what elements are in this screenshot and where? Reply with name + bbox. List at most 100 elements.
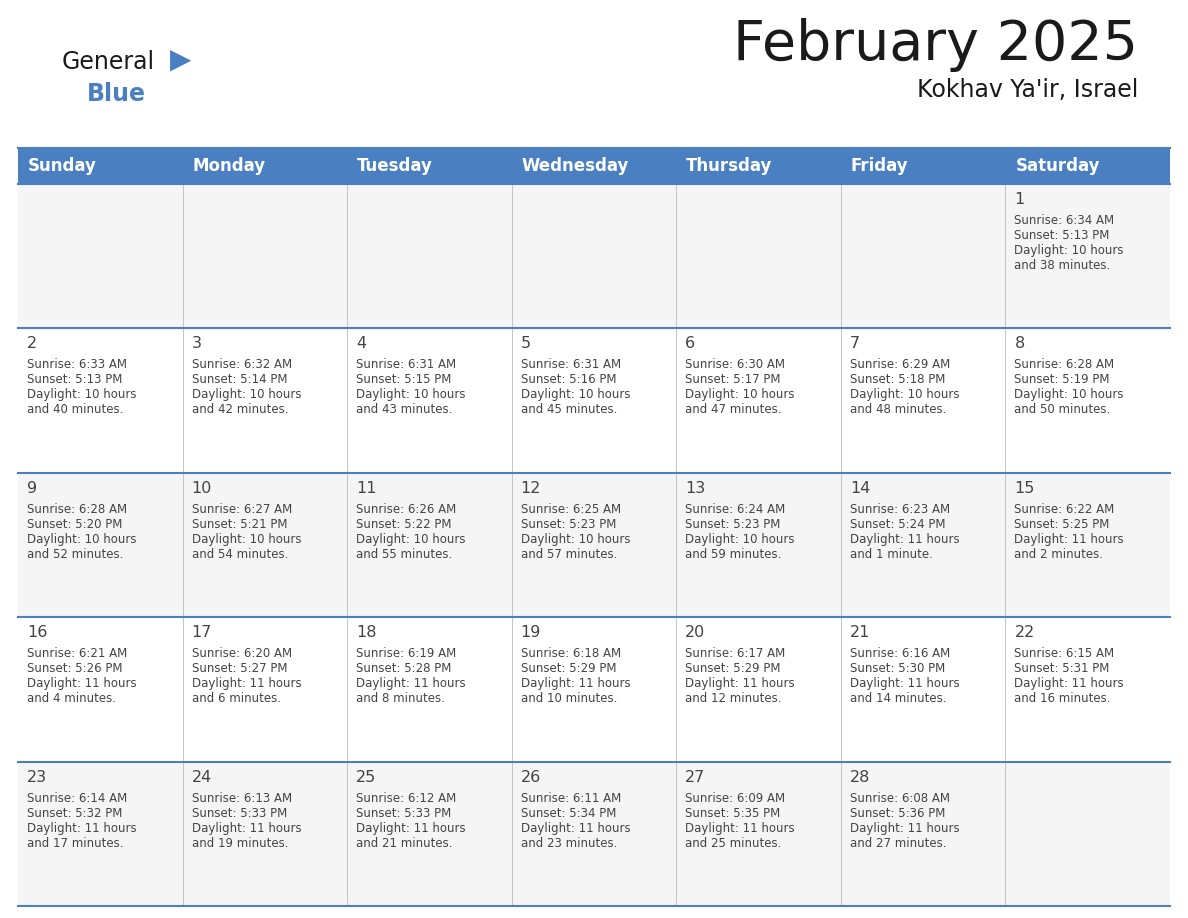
Text: Daylight: 11 hours: Daylight: 11 hours xyxy=(191,822,302,834)
Text: and 48 minutes.: and 48 minutes. xyxy=(849,403,946,417)
Text: 25: 25 xyxy=(356,769,377,785)
Text: Sunrise: 6:08 AM: Sunrise: 6:08 AM xyxy=(849,791,950,804)
Text: Sunset: 5:13 PM: Sunset: 5:13 PM xyxy=(1015,229,1110,242)
Text: Sunset: 5:22 PM: Sunset: 5:22 PM xyxy=(356,518,451,531)
Bar xyxy=(18,184,1170,329)
Text: Daylight: 10 hours: Daylight: 10 hours xyxy=(685,388,795,401)
Text: Sunrise: 6:30 AM: Sunrise: 6:30 AM xyxy=(685,358,785,372)
Text: Daylight: 11 hours: Daylight: 11 hours xyxy=(27,677,137,690)
Text: and 50 minutes.: and 50 minutes. xyxy=(1015,403,1111,417)
Text: 17: 17 xyxy=(191,625,211,640)
Text: and 45 minutes.: and 45 minutes. xyxy=(520,403,617,417)
Text: 10: 10 xyxy=(191,481,211,496)
Text: Sunset: 5:29 PM: Sunset: 5:29 PM xyxy=(685,662,781,676)
Text: Sunset: 5:16 PM: Sunset: 5:16 PM xyxy=(520,374,617,386)
Text: and 43 minutes.: and 43 minutes. xyxy=(356,403,453,417)
Text: and 55 minutes.: and 55 minutes. xyxy=(356,548,453,561)
Text: 6: 6 xyxy=(685,336,695,352)
Text: Sunrise: 6:13 AM: Sunrise: 6:13 AM xyxy=(191,791,292,804)
Text: Sunrise: 6:11 AM: Sunrise: 6:11 AM xyxy=(520,791,621,804)
Text: 5: 5 xyxy=(520,336,531,352)
Text: 24: 24 xyxy=(191,769,211,785)
Text: Sunset: 5:23 PM: Sunset: 5:23 PM xyxy=(520,518,617,531)
Text: Daylight: 11 hours: Daylight: 11 hours xyxy=(356,677,466,690)
Text: Daylight: 11 hours: Daylight: 11 hours xyxy=(849,532,960,546)
Text: 11: 11 xyxy=(356,481,377,496)
Text: Sunset: 5:34 PM: Sunset: 5:34 PM xyxy=(520,807,617,820)
Text: and 59 minutes.: and 59 minutes. xyxy=(685,548,782,561)
Text: 9: 9 xyxy=(27,481,37,496)
Text: Daylight: 10 hours: Daylight: 10 hours xyxy=(1015,244,1124,257)
Text: and 40 minutes.: and 40 minutes. xyxy=(27,403,124,417)
Text: Sunrise: 6:16 AM: Sunrise: 6:16 AM xyxy=(849,647,950,660)
Text: 13: 13 xyxy=(685,481,706,496)
Text: 3: 3 xyxy=(191,336,202,352)
Text: and 4 minutes.: and 4 minutes. xyxy=(27,692,116,705)
Text: and 17 minutes.: and 17 minutes. xyxy=(27,836,124,849)
Text: and 6 minutes.: and 6 minutes. xyxy=(191,692,280,705)
Text: and 21 minutes.: and 21 minutes. xyxy=(356,836,453,849)
Text: and 12 minutes.: and 12 minutes. xyxy=(685,692,782,705)
Text: Daylight: 10 hours: Daylight: 10 hours xyxy=(27,388,137,401)
Text: Monday: Monday xyxy=(192,157,266,175)
Text: 15: 15 xyxy=(1015,481,1035,496)
Text: Sunset: 5:21 PM: Sunset: 5:21 PM xyxy=(191,518,287,531)
Text: 28: 28 xyxy=(849,769,871,785)
Text: Daylight: 10 hours: Daylight: 10 hours xyxy=(191,388,301,401)
Text: Sunrise: 6:20 AM: Sunrise: 6:20 AM xyxy=(191,647,292,660)
Text: Sunset: 5:31 PM: Sunset: 5:31 PM xyxy=(1015,662,1110,676)
Text: Sunrise: 6:14 AM: Sunrise: 6:14 AM xyxy=(27,791,127,804)
Text: Daylight: 10 hours: Daylight: 10 hours xyxy=(520,532,630,546)
Text: and 23 minutes.: and 23 minutes. xyxy=(520,836,617,849)
Text: Sunset: 5:28 PM: Sunset: 5:28 PM xyxy=(356,662,451,676)
Text: Daylight: 10 hours: Daylight: 10 hours xyxy=(685,532,795,546)
Text: Blue: Blue xyxy=(87,82,146,106)
Text: 2: 2 xyxy=(27,336,37,352)
Text: Daylight: 11 hours: Daylight: 11 hours xyxy=(849,677,960,690)
Text: and 19 minutes.: and 19 minutes. xyxy=(191,836,287,849)
Text: 19: 19 xyxy=(520,625,541,640)
Text: Sunset: 5:32 PM: Sunset: 5:32 PM xyxy=(27,807,122,820)
Text: General: General xyxy=(62,50,156,74)
Text: and 47 minutes.: and 47 minutes. xyxy=(685,403,782,417)
Text: Daylight: 11 hours: Daylight: 11 hours xyxy=(520,677,631,690)
Text: Sunrise: 6:33 AM: Sunrise: 6:33 AM xyxy=(27,358,127,372)
Text: Thursday: Thursday xyxy=(687,157,772,175)
Text: Sunset: 5:13 PM: Sunset: 5:13 PM xyxy=(27,374,122,386)
Text: Sunrise: 6:18 AM: Sunrise: 6:18 AM xyxy=(520,647,621,660)
Text: Sunrise: 6:21 AM: Sunrise: 6:21 AM xyxy=(27,647,127,660)
Text: 8: 8 xyxy=(1015,336,1025,352)
Text: Kokhav Ya'ir, Israel: Kokhav Ya'ir, Israel xyxy=(917,78,1138,102)
Text: Sunset: 5:35 PM: Sunset: 5:35 PM xyxy=(685,807,781,820)
Text: Sunrise: 6:32 AM: Sunrise: 6:32 AM xyxy=(191,358,292,372)
Text: Sunset: 5:36 PM: Sunset: 5:36 PM xyxy=(849,807,946,820)
Bar xyxy=(18,617,1170,762)
Text: Friday: Friday xyxy=(851,157,909,175)
Text: Sunset: 5:33 PM: Sunset: 5:33 PM xyxy=(356,807,451,820)
Text: Sunrise: 6:22 AM: Sunrise: 6:22 AM xyxy=(1015,503,1114,516)
Text: Daylight: 10 hours: Daylight: 10 hours xyxy=(1015,388,1124,401)
Text: Sunrise: 6:19 AM: Sunrise: 6:19 AM xyxy=(356,647,456,660)
Text: Sunrise: 6:17 AM: Sunrise: 6:17 AM xyxy=(685,647,785,660)
Text: Daylight: 10 hours: Daylight: 10 hours xyxy=(27,532,137,546)
Text: and 52 minutes.: and 52 minutes. xyxy=(27,548,124,561)
Text: Daylight: 11 hours: Daylight: 11 hours xyxy=(520,822,631,834)
Text: and 54 minutes.: and 54 minutes. xyxy=(191,548,287,561)
Text: and 57 minutes.: and 57 minutes. xyxy=(520,548,617,561)
Text: 1: 1 xyxy=(1015,192,1025,207)
Text: 18: 18 xyxy=(356,625,377,640)
Text: Sunrise: 6:29 AM: Sunrise: 6:29 AM xyxy=(849,358,950,372)
Text: Sunset: 5:18 PM: Sunset: 5:18 PM xyxy=(849,374,946,386)
Text: 12: 12 xyxy=(520,481,541,496)
Text: Sunday: Sunday xyxy=(29,157,97,175)
Text: Sunrise: 6:25 AM: Sunrise: 6:25 AM xyxy=(520,503,621,516)
Text: and 8 minutes.: and 8 minutes. xyxy=(356,692,446,705)
Text: Daylight: 11 hours: Daylight: 11 hours xyxy=(191,677,302,690)
Text: 23: 23 xyxy=(27,769,48,785)
Bar xyxy=(18,473,1170,617)
Text: and 42 minutes.: and 42 minutes. xyxy=(191,403,287,417)
Text: 26: 26 xyxy=(520,769,541,785)
Text: Sunrise: 6:28 AM: Sunrise: 6:28 AM xyxy=(1015,358,1114,372)
Text: Sunrise: 6:23 AM: Sunrise: 6:23 AM xyxy=(849,503,950,516)
Text: 27: 27 xyxy=(685,769,706,785)
